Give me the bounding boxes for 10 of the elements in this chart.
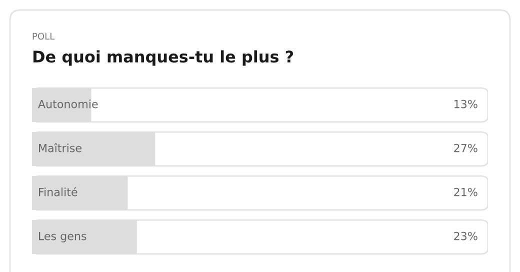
chart-title: De quoi manques-tu le plus ? (33, 50, 294, 66)
y-tick-label: Maîtrise (39, 143, 82, 152)
chart-subtitle: POLL (32, 32, 55, 40)
data-label: 23% (454, 232, 478, 240)
y-tick-label: Autonomie (38, 100, 98, 108)
y-tick-label: Les gens (39, 232, 86, 242)
y-tick-label: Finalité (39, 187, 78, 196)
data-label: 13% (454, 100, 478, 108)
data-label: 27% (454, 144, 478, 152)
data-label: 21% (454, 188, 478, 196)
